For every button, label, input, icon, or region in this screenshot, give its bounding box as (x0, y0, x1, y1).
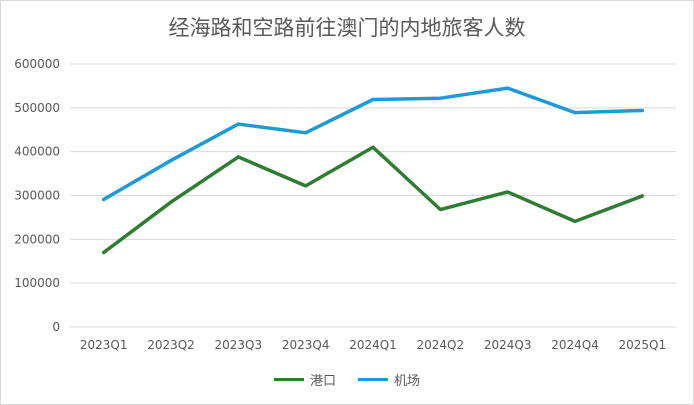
x-tick-label: 2024Q4 (551, 338, 599, 352)
x-tick-label: 2024Q2 (417, 338, 465, 352)
x-tick-label: 2023Q3 (215, 338, 263, 352)
legend-item-airport: 机场 (358, 370, 420, 389)
legend: 港口 机场 (0, 370, 694, 389)
x-tick-label: 2023Q4 (282, 338, 330, 352)
x-tick-label: 2023Q1 (80, 338, 128, 352)
y-tick-label: 100000 (14, 276, 60, 290)
series-line-airport (101, 86, 645, 202)
x-tick-label: 2024Q3 (484, 338, 532, 352)
legend-item-port: 港口 (273, 370, 336, 389)
y-tick-label: 0 (52, 320, 60, 334)
y-tick-label: 500000 (14, 101, 60, 115)
legend-label-port: 港口 (309, 374, 336, 389)
y-tick-label: 200000 (14, 232, 60, 246)
x-tick-label: 2024Q1 (349, 338, 397, 352)
y-tick-label: 300000 (14, 189, 60, 203)
legend-swatch-airport (358, 378, 388, 381)
x-tick-label: 2023Q2 (147, 338, 195, 352)
legend-label-airport: 机场 (394, 374, 421, 389)
legend-swatch-port (273, 378, 304, 381)
x-tick-label: 2025Q1 (619, 338, 667, 352)
y-tick-label: 400000 (14, 145, 60, 159)
series-line-port (101, 145, 645, 255)
chart-title: 经海路和空路前往澳门的内地旅客人数 (168, 16, 526, 40)
y-tick-label: 600000 (14, 57, 60, 71)
